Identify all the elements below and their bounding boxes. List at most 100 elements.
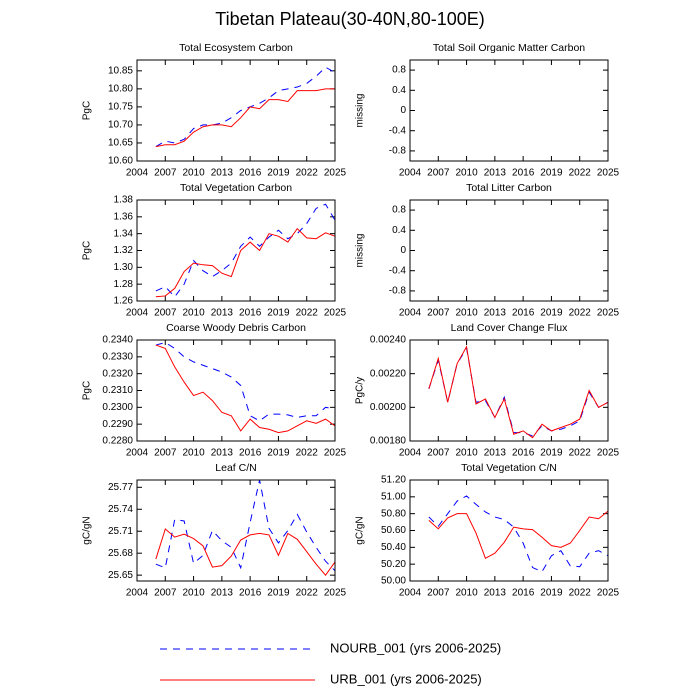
panel-title: Total Vegetation C/N (461, 462, 557, 474)
y-axis-label: PgC (82, 241, 93, 260)
x-tick-label: 2016 (512, 588, 535, 599)
x-tick-label: 2007 (427, 308, 450, 319)
x-tick-label: 2025 (597, 448, 620, 459)
y-tick-label: 0 (400, 105, 406, 116)
y-tick-label: 50.80 (381, 508, 406, 519)
y-tick-label: -0.4 (389, 265, 407, 276)
y-tick-label: 25.71 (108, 526, 133, 537)
y-tick-label: 0.00220 (370, 368, 407, 379)
y-tick-label: -0.8 (389, 286, 407, 297)
x-tick-label: 2004 (126, 308, 149, 319)
y-tick-label: 1.26 (114, 296, 134, 307)
plot-frame (136, 339, 336, 442)
y-tick-label: 1.38 (114, 195, 134, 206)
x-tick-label: 2025 (597, 588, 620, 599)
y-tick-label: 0.2320 (102, 368, 133, 379)
y-tick-label: 0.8 (392, 65, 406, 76)
plot-frame (409, 59, 609, 162)
series-line (155, 344, 336, 434)
x-tick-label: 2025 (597, 168, 620, 179)
x-tick-label: 2025 (597, 308, 620, 319)
series-line (155, 203, 336, 298)
y-tick-label: 50.00 (381, 576, 406, 587)
x-tick-label: 2022 (569, 588, 592, 599)
x-tick-label: 2010 (182, 588, 205, 599)
plot-frame (136, 479, 336, 582)
x-tick-label: 2016 (512, 448, 535, 459)
x-tick-label: 2013 (211, 308, 234, 319)
series-line (428, 345, 609, 439)
x-tick-label: 2004 (126, 448, 149, 459)
panel-title: Coarse Woody Debris Carbon (166, 322, 306, 334)
x-tick-label: 2007 (427, 448, 450, 459)
x-tick-label: 2025 (324, 168, 347, 179)
x-tick-label: 2013 (484, 168, 507, 179)
y-tick-label: 1.32 (114, 245, 134, 256)
panel-title: Land Cover Change Flux (451, 322, 568, 334)
x-tick-label: 2007 (427, 588, 450, 599)
x-tick-label: 2013 (484, 308, 507, 319)
y-tick-label: 0.4 (392, 85, 406, 96)
x-tick-label: 2025 (324, 588, 347, 599)
y-tick-label: 1.36 (114, 211, 134, 222)
y-tick-label: 10.75 (108, 102, 133, 113)
y-axis-label: PgC (82, 101, 93, 120)
plot-frame (409, 339, 609, 442)
y-tick-label: 25.68 (108, 548, 133, 559)
y-tick-label: 0 (400, 245, 406, 256)
y-tick-label: 0.4 (392, 225, 406, 236)
series-line (155, 66, 336, 148)
x-tick-label: 2025 (324, 308, 347, 319)
x-tick-label: 2019 (540, 588, 563, 599)
y-tick-label: 50.60 (381, 525, 406, 536)
x-tick-label: 2016 (512, 308, 535, 319)
y-tick-label: 0.00180 (370, 436, 407, 447)
y-axis-label: missing (355, 94, 366, 128)
y-tick-label: 0.2280 (102, 436, 133, 447)
y-tick-label: 25.77 (108, 482, 133, 493)
y-tick-label: -0.8 (389, 146, 407, 157)
x-tick-label: 2007 (154, 448, 177, 459)
y-tick-label: 25.74 (108, 504, 133, 515)
panel-title: Total Litter Carbon (466, 182, 552, 194)
x-tick-label: 2022 (569, 448, 592, 459)
x-tick-label: 2004 (126, 168, 149, 179)
x-tick-label: 2019 (540, 168, 563, 179)
y-axis-label: missing (355, 234, 366, 268)
x-tick-label: 2019 (267, 588, 290, 599)
y-tick-label: 0.00240 (370, 335, 407, 346)
y-tick-label: 1.28 (114, 279, 134, 290)
x-tick-label: 2010 (455, 168, 478, 179)
series-line (155, 88, 335, 148)
series-line (155, 528, 336, 576)
y-tick-label: 10.70 (108, 120, 133, 131)
panel-title: Total Ecosystem Carbon (179, 42, 293, 54)
x-tick-label: 2016 (239, 168, 262, 179)
x-tick-label: 2019 (267, 168, 290, 179)
x-tick-label: 2016 (239, 448, 262, 459)
x-tick-label: 2022 (296, 168, 319, 179)
series-line (428, 510, 609, 559)
panel-title: Total Vegetation Carbon (180, 182, 292, 194)
y-tick-label: 10.85 (108, 65, 133, 76)
figure-title: Tibetan Plateau(30-40N,80-100E) (215, 9, 485, 29)
legend-label: NOURB_001 (yrs 2006-2025) (330, 640, 501, 655)
x-tick-label: 2013 (211, 588, 234, 599)
y-tick-label: 1.30 (114, 262, 134, 273)
plot-frame (409, 479, 609, 582)
y-tick-label: 0.8 (392, 205, 406, 216)
x-tick-label: 2004 (399, 168, 422, 179)
x-tick-label: 2016 (239, 588, 262, 599)
x-tick-label: 2004 (126, 588, 149, 599)
x-tick-label: 2019 (540, 448, 563, 459)
x-tick-label: 2004 (399, 588, 422, 599)
y-tick-label: 50.40 (381, 542, 406, 553)
x-tick-label: 2016 (239, 308, 262, 319)
x-tick-label: 2019 (540, 308, 563, 319)
y-tick-label: 0.00200 (370, 402, 407, 413)
panel-title: Leaf C/N (215, 462, 256, 474)
y-tick-label: 50.20 (381, 559, 406, 570)
x-tick-label: 2013 (484, 448, 507, 459)
x-tick-label: 2010 (455, 588, 478, 599)
